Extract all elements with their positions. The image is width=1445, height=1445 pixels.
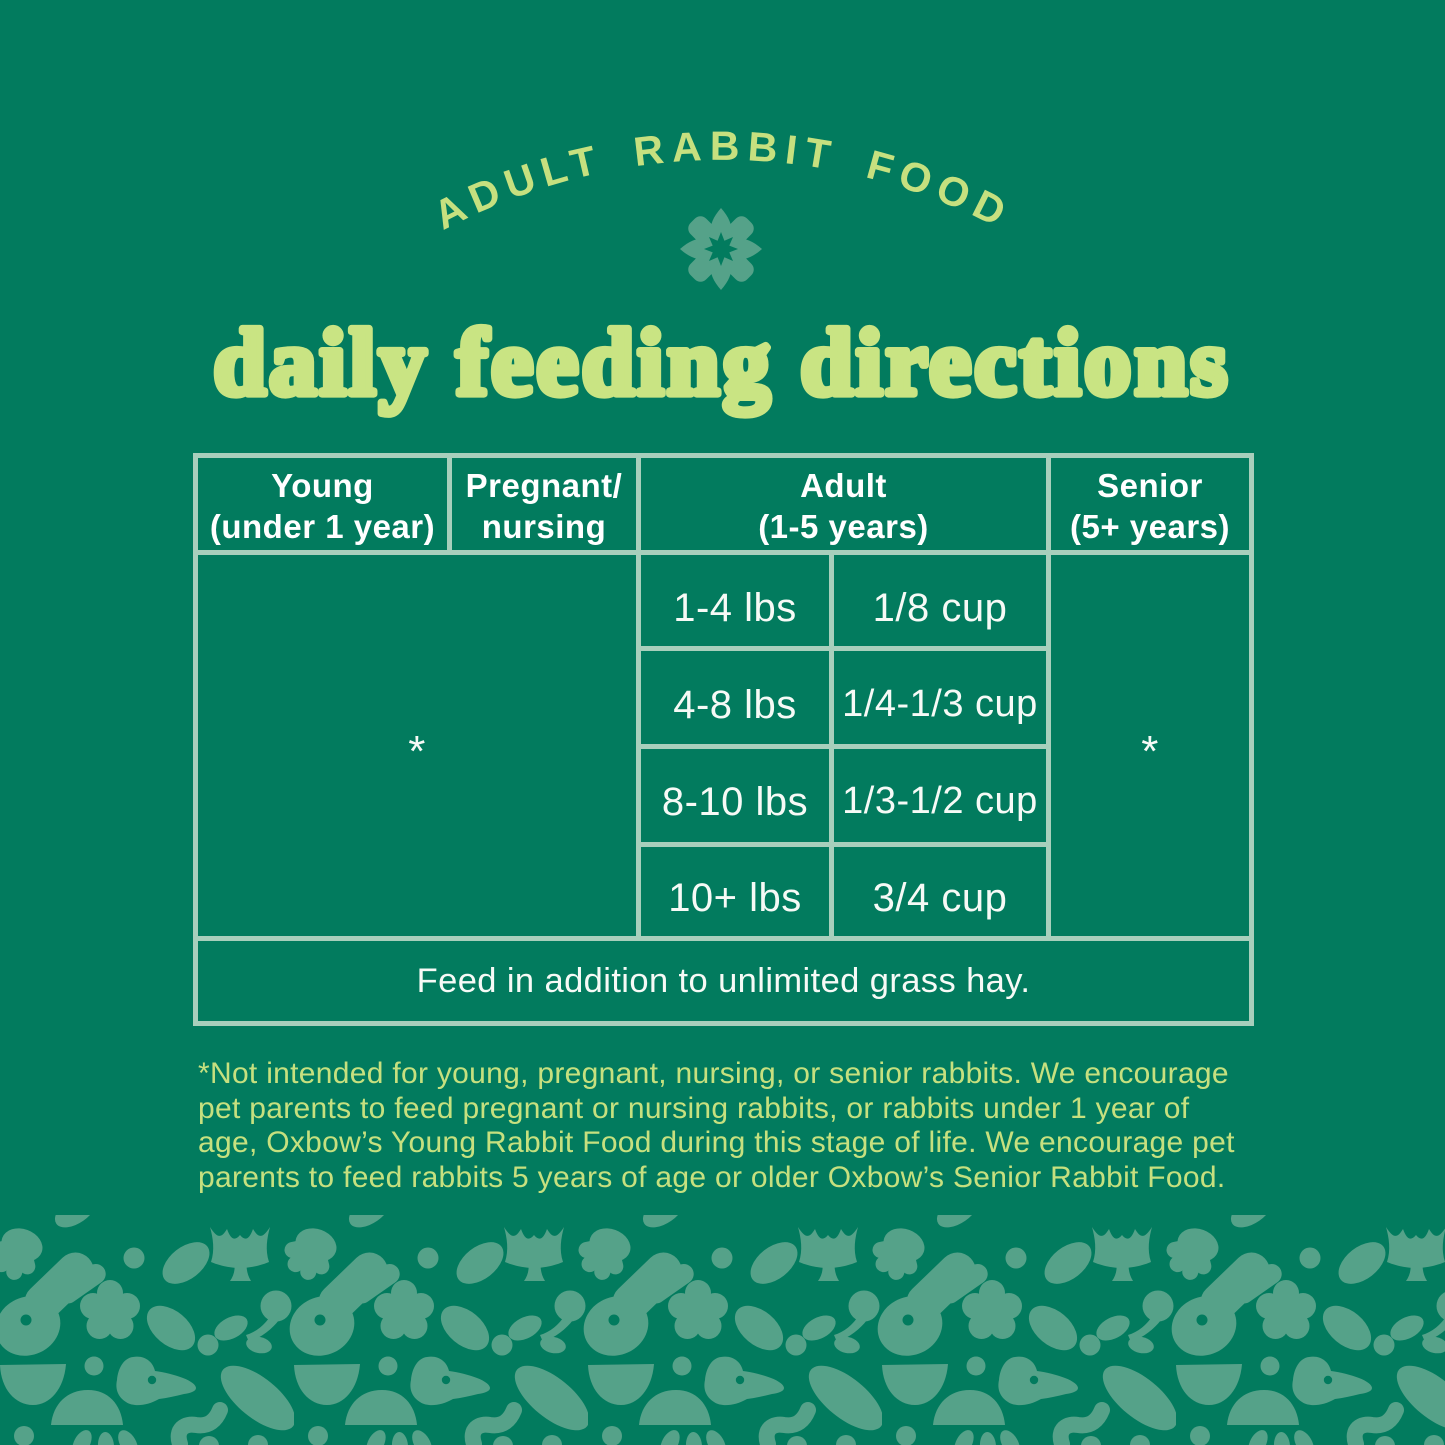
svg-text:daily feeding directions: daily feeding directions	[213, 311, 1230, 415]
